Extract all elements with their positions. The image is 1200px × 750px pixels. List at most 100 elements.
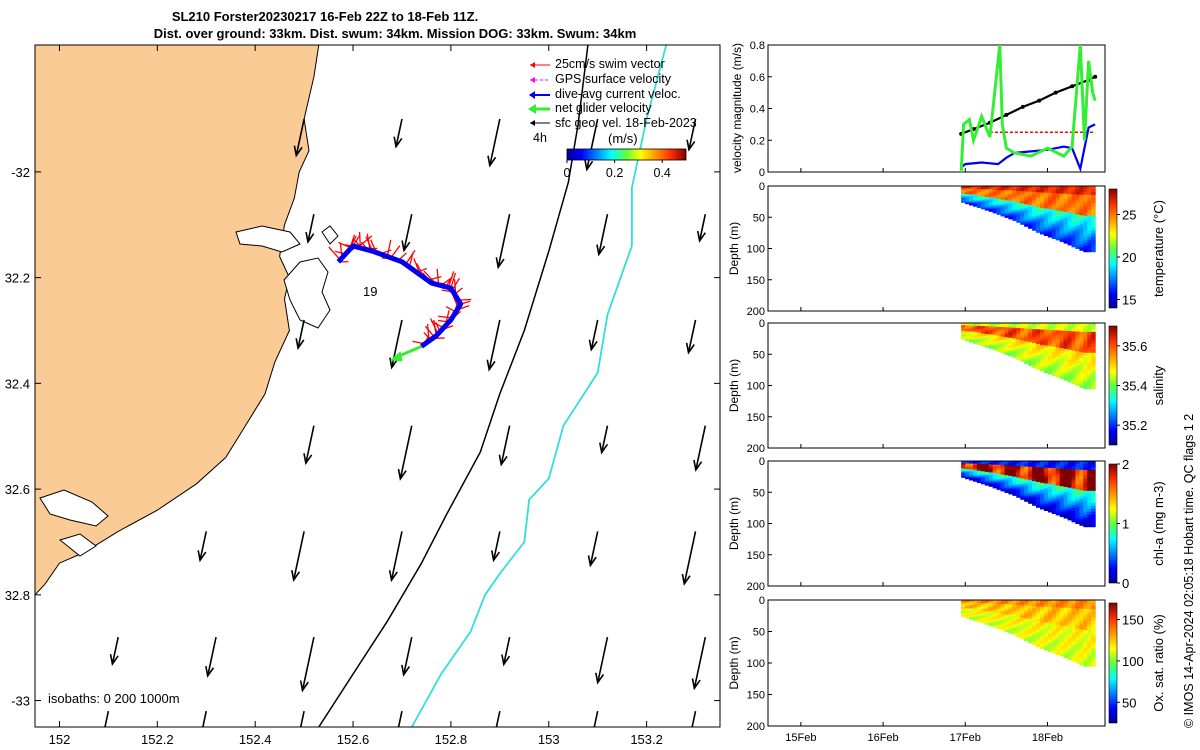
section-cell [961, 462, 966, 464]
section-cell [965, 188, 970, 190]
section-cell [1040, 223, 1045, 226]
section-cell [1020, 478, 1025, 481]
section-cell [1004, 191, 1009, 194]
section-cell [1047, 628, 1053, 631]
section-cell [969, 473, 974, 475]
section-cell [1036, 358, 1041, 362]
section-cell [1032, 208, 1037, 211]
section-cell [1071, 636, 1076, 640]
section-cell [988, 342, 994, 345]
section-cell [1000, 617, 1006, 620]
section-cell [1091, 186, 1096, 190]
section-cell [1051, 212, 1057, 216]
section-cell [1040, 342, 1045, 346]
section-cell [973, 472, 978, 474]
section-cell [1067, 621, 1073, 625]
section-cell [1016, 204, 1021, 207]
swim-vector [450, 272, 457, 289]
section-cell [1020, 614, 1025, 617]
section-cell [1091, 248, 1096, 253]
section-cell [988, 207, 994, 210]
section-cell [1079, 507, 1084, 512]
section-cell [1083, 203, 1088, 208]
section-cell [1075, 503, 1080, 507]
section-cell [1059, 503, 1065, 507]
section-cell [1024, 348, 1029, 351]
section-cell [1008, 334, 1013, 337]
section-cell [1051, 465, 1057, 469]
section-cell [973, 338, 978, 340]
section-cell [1028, 348, 1033, 351]
section-cell [1087, 215, 1092, 220]
section-cell [1028, 600, 1033, 603]
section-cell [1071, 230, 1076, 234]
section-cell [988, 461, 994, 463]
section-cell [961, 334, 966, 337]
section-cell [1063, 505, 1069, 509]
section-cell [1063, 489, 1069, 493]
section-cell [984, 623, 990, 625]
section-cell [984, 327, 990, 330]
section-cell [1008, 186, 1013, 189]
section-cell [992, 324, 998, 326]
section-cell [1055, 602, 1061, 606]
section-cell [1059, 478, 1065, 482]
depth-tick-label: 100 [747, 381, 765, 393]
section-cell [1059, 358, 1065, 362]
section-cell [1000, 616, 1006, 619]
section-cell [1047, 199, 1053, 203]
section-cell [1059, 226, 1065, 230]
section-cell [1043, 341, 1049, 344]
section-cell [1008, 474, 1013, 477]
section-cell [965, 198, 970, 200]
section-cell [1051, 365, 1057, 369]
section-cell [992, 476, 998, 479]
section-cell [1071, 380, 1076, 385]
section-cell [1043, 199, 1049, 203]
section-cell [980, 465, 986, 467]
section-cell [1004, 471, 1009, 473]
geo-vector-head [388, 570, 398, 583]
section-cell [1075, 376, 1080, 381]
section-cell [1067, 618, 1073, 623]
section-cell [973, 610, 978, 612]
section-cell [1079, 343, 1084, 347]
section-cell [1059, 508, 1065, 512]
section-cell [1083, 236, 1088, 241]
section-cell [1055, 193, 1061, 197]
section-cell [965, 202, 970, 205]
section-cell [1067, 605, 1073, 609]
section-cell [1083, 630, 1088, 634]
section-cell [1020, 343, 1025, 347]
section-cell [1047, 325, 1053, 329]
section-cell [984, 206, 990, 209]
section-cell [1043, 186, 1049, 189]
section-cell [1032, 204, 1037, 207]
section-cell [1008, 603, 1013, 606]
section-cell [1063, 325, 1069, 329]
section-cell [1083, 469, 1088, 474]
section-cell [1024, 208, 1029, 211]
section-cell [1028, 627, 1033, 630]
section-cell [1083, 352, 1088, 357]
section-cell [1067, 218, 1073, 222]
section-cell [1004, 465, 1009, 468]
section-cell [984, 467, 990, 470]
section-cell [1083, 331, 1088, 336]
section-cell [1000, 473, 1006, 476]
section-cell [1083, 464, 1088, 468]
section-cell [1071, 625, 1076, 629]
section-cell [961, 199, 966, 201]
section-cell [973, 195, 978, 197]
section-cell [1051, 506, 1057, 510]
section-cell [1020, 336, 1025, 340]
section-cell [1083, 209, 1088, 214]
section-cell [1051, 209, 1057, 213]
section-cell [1075, 194, 1080, 198]
section-cell [980, 606, 986, 608]
section-cell [1055, 651, 1061, 655]
section-cell [961, 605, 966, 607]
section-cell [1016, 351, 1021, 354]
section-cell [1047, 343, 1053, 347]
